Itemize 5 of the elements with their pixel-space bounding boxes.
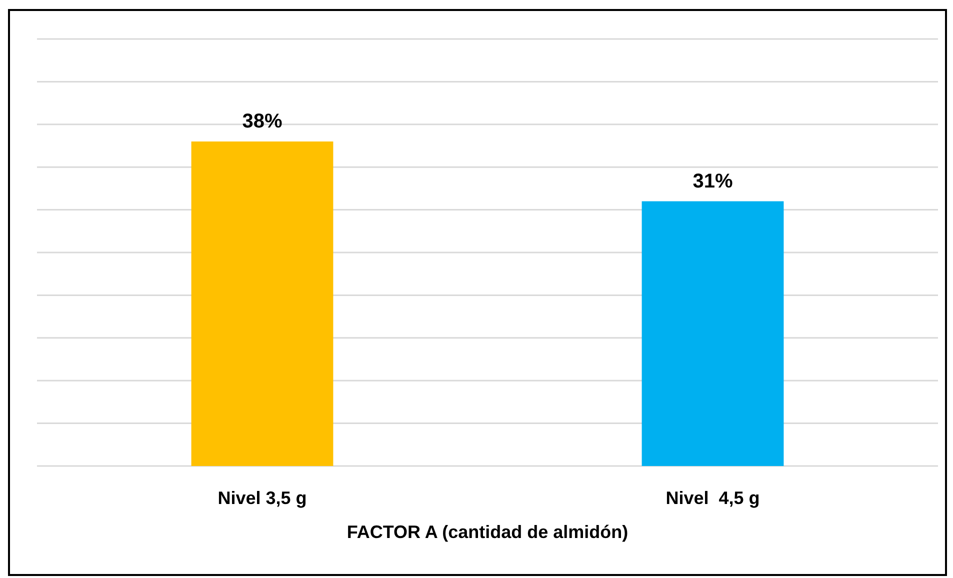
x-tick-label: Nivel 4,5 g [666, 488, 760, 508]
x-tick-label: Nivel 3,5 g [218, 488, 307, 508]
data-label: 31% [692, 170, 733, 192]
x-axis-title: FACTOR A (cantidad de almidón) [346, 522, 628, 542]
data-label: 38% [242, 110, 282, 132]
